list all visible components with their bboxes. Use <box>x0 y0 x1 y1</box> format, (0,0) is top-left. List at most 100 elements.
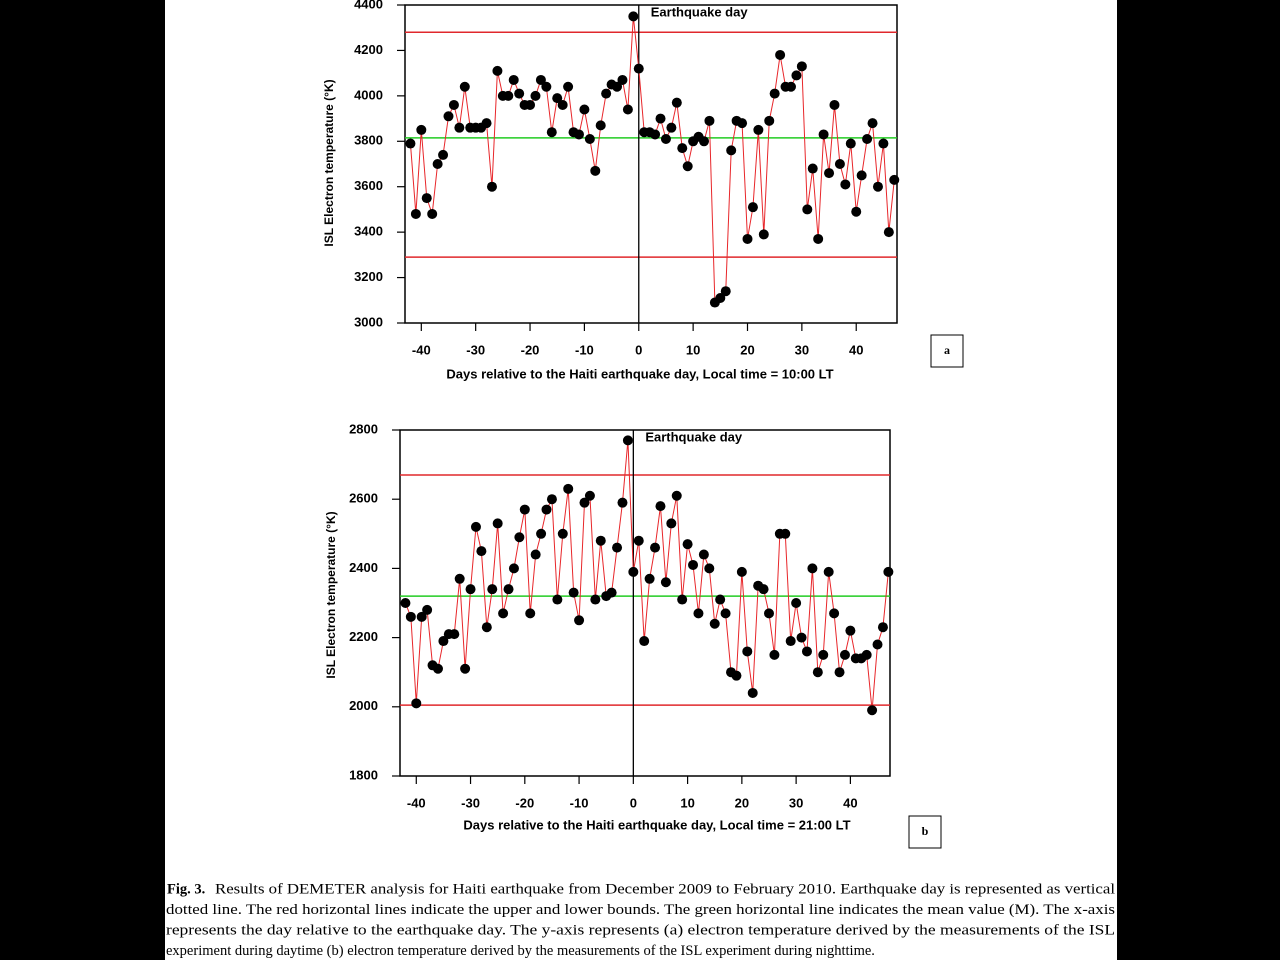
data-point <box>590 165 601 176</box>
data-point <box>525 99 536 110</box>
data-point <box>498 608 509 619</box>
data-point <box>704 115 715 126</box>
data-point <box>861 649 872 660</box>
data-point <box>720 286 731 297</box>
data-point <box>628 11 639 22</box>
data-point <box>704 563 715 574</box>
y-tick-label: 4200 <box>354 42 383 57</box>
x-tick-label: 20 <box>740 342 754 357</box>
data-point <box>487 584 498 595</box>
data-point <box>568 587 579 598</box>
data-point <box>432 663 443 674</box>
data-point <box>834 159 845 169</box>
x-tick-label: 30 <box>789 795 803 810</box>
data-point <box>688 559 699 570</box>
data-point <box>715 594 726 605</box>
x-axis-label: Days relative to the Haiti earthquake da… <box>446 366 833 381</box>
data-point <box>839 649 850 660</box>
y-tick-label: 3800 <box>354 133 383 148</box>
y-tick-label: 3600 <box>354 178 383 193</box>
caption-line: dotted line. The red horizontal lines in… <box>166 902 1115 918</box>
data-point <box>682 539 693 550</box>
data-point <box>883 227 894 238</box>
data-point <box>769 649 780 660</box>
data-point <box>796 61 807 72</box>
x-tick-label: -40 <box>412 342 431 357</box>
data-point <box>709 618 720 629</box>
data-point <box>671 97 682 108</box>
panel-box <box>908 815 942 849</box>
data-point <box>769 88 780 99</box>
data-point <box>411 698 422 709</box>
data-point <box>590 594 601 605</box>
data-point <box>530 90 541 101</box>
data-point <box>416 124 427 135</box>
data-point <box>845 138 856 149</box>
data-point <box>747 687 758 698</box>
data-point <box>460 663 471 674</box>
data-point <box>763 608 774 619</box>
data-point <box>573 129 584 140</box>
x-tick-label: -20 <box>521 342 540 357</box>
x-tick-label: -30 <box>461 795 480 810</box>
data-point <box>856 170 867 181</box>
data-point <box>530 549 541 560</box>
data-point <box>410 208 421 219</box>
y-tick-label: 4000 <box>354 87 383 102</box>
data-point <box>878 138 889 149</box>
data-point <box>503 584 514 595</box>
data-point <box>801 646 812 657</box>
data-point <box>862 134 873 145</box>
x-tick-label: 0 <box>635 342 642 357</box>
data-point <box>476 546 487 557</box>
annotation: Earthquake day <box>645 429 743 444</box>
data-point <box>535 74 546 85</box>
data-point <box>443 111 454 122</box>
x-tick-label: 10 <box>686 342 700 357</box>
data-point <box>579 497 590 508</box>
data-point <box>563 81 574 92</box>
x-tick-label: 10 <box>680 795 694 810</box>
data-point <box>541 504 552 515</box>
data-point <box>492 65 503 76</box>
data-point <box>834 667 845 678</box>
data-point <box>764 115 775 126</box>
data-point <box>421 193 432 204</box>
panel-label: a <box>944 343 950 357</box>
data-point <box>557 99 568 110</box>
data-point <box>720 608 731 619</box>
plot-frame <box>399 429 891 777</box>
data-point <box>742 233 753 244</box>
data-point <box>802 204 813 215</box>
data-point <box>508 563 519 574</box>
data-point <box>666 122 677 133</box>
data-point <box>448 99 459 110</box>
x-tick-label: -10 <box>570 795 589 810</box>
data-point <box>845 625 856 636</box>
data-point <box>633 535 644 546</box>
data-point <box>514 532 525 543</box>
data-point <box>508 74 519 85</box>
data-point <box>546 494 557 505</box>
data-point <box>785 81 796 92</box>
data-point <box>454 122 465 133</box>
data-point <box>546 127 557 138</box>
x-tick-label: 20 <box>735 795 749 810</box>
data-point <box>557 528 568 539</box>
data-point <box>829 99 840 110</box>
data-point <box>742 646 753 657</box>
data-point <box>824 168 835 179</box>
plot-frame <box>404 4 898 324</box>
caption-label: Fig. 3. <box>167 881 205 897</box>
data-point <box>753 124 764 135</box>
data-point <box>796 632 807 643</box>
data-point <box>660 577 671 588</box>
data-point <box>465 584 476 595</box>
data-point <box>677 143 688 154</box>
data-point <box>644 573 655 584</box>
data-point <box>807 163 818 174</box>
data-point <box>829 608 840 619</box>
data-line <box>404 440 889 711</box>
data-point <box>818 129 829 140</box>
